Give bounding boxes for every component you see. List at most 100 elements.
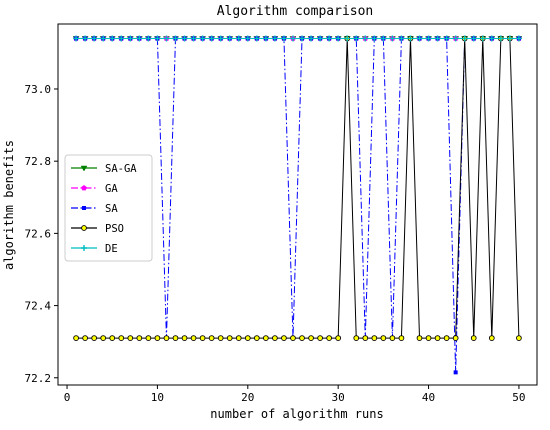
data-point-pso	[470, 335, 477, 341]
data-point-pso	[118, 335, 125, 341]
data-point-de	[497, 35, 504, 42]
data-point-de	[425, 35, 432, 42]
data-point-de	[280, 35, 287, 42]
data-point-de	[127, 35, 134, 42]
data-point-pso	[82, 335, 88, 341]
data-point-de	[443, 35, 450, 42]
x-tick-label: 40	[422, 391, 435, 404]
data-point-de	[389, 35, 396, 42]
data-point-pso	[208, 335, 215, 341]
data-point-pso	[326, 335, 332, 341]
series-pso	[73, 35, 522, 341]
data-point-pso	[190, 335, 197, 341]
data-point-pso	[425, 335, 432, 341]
data-point-pso	[434, 335, 441, 341]
data-point-de	[262, 35, 269, 42]
data-point-pso	[73, 335, 79, 341]
legend: SA-GA GA SA PSO DE	[64, 154, 153, 262]
data-point-pso	[127, 335, 134, 341]
data-point-de	[163, 35, 170, 42]
data-point-de	[380, 35, 387, 42]
data-point-de	[109, 35, 116, 42]
x-tick-label: 10	[151, 391, 164, 404]
legend-box	[64, 154, 153, 262]
data-point-pso	[389, 335, 396, 341]
data-point-pso	[109, 335, 116, 341]
data-point-sa	[453, 370, 458, 375]
data-point-pso	[452, 335, 459, 341]
data-point-pso	[100, 335, 107, 341]
y-tick-label: 72.2	[25, 372, 52, 385]
data-point-de	[190, 35, 197, 42]
data-point-pso	[163, 335, 170, 341]
data-point-de	[506, 35, 513, 42]
data-point-de	[199, 35, 206, 42]
data-point-pso	[308, 335, 314, 341]
legend-marker-sa	[82, 206, 86, 210]
data-point-de	[515, 35, 522, 42]
data-point-pso	[226, 335, 233, 341]
data-point-de	[73, 35, 80, 42]
data-point-de	[82, 35, 89, 42]
data-point-pso	[371, 335, 378, 341]
data-point-pso	[516, 335, 522, 341]
data-point-de	[398, 35, 405, 42]
data-point-de	[434, 35, 441, 42]
data-point-de	[208, 35, 215, 42]
data-point-de	[136, 35, 143, 42]
data-point-de	[362, 35, 369, 42]
data-point-pso	[443, 335, 450, 341]
data-point-pso	[488, 335, 495, 341]
data-point-pso	[244, 335, 251, 341]
data-point-pso	[154, 335, 161, 341]
data-point-de	[335, 35, 342, 42]
legend-marker-pso	[81, 225, 87, 231]
data-point-pso	[235, 335, 242, 341]
data-point-de	[154, 35, 161, 42]
x-axis-title: number of algorithm runs	[210, 407, 383, 421]
data-point-de	[461, 35, 468, 42]
data-point-pso	[290, 335, 296, 341]
x-tick-label: 0	[64, 391, 71, 404]
data-point-de	[299, 35, 306, 42]
data-point-de	[226, 35, 233, 42]
data-point-de	[217, 35, 224, 42]
y-tick-label: 72.8	[25, 155, 52, 168]
y-tick-label: 73.0	[25, 83, 52, 96]
legend-marker-de	[81, 245, 87, 251]
plot-frame	[57, 23, 538, 386]
data-point-pso	[145, 335, 152, 341]
x-tick-label: 50	[512, 391, 525, 404]
data-point-de	[145, 35, 152, 42]
data-point-pso	[181, 335, 188, 341]
legend-label: SA	[105, 203, 118, 215]
x-tick-label: 20	[241, 391, 254, 404]
data-point-pso	[416, 335, 423, 341]
data-point-de	[271, 35, 278, 42]
data-point-pso	[217, 335, 224, 341]
data-point-pso	[317, 335, 323, 341]
legend-label: DE	[105, 243, 118, 255]
data-point-de	[479, 35, 486, 42]
data-point-de	[172, 35, 179, 42]
data-point-de	[181, 35, 188, 42]
axis-ticks-group: 0 10 20 30 40 50 72.2 72.4 72.6 72.8 73.0	[25, 83, 526, 404]
data-point-de	[235, 35, 242, 42]
legend-marker-ga	[81, 185, 87, 191]
legend-marker-sa-ga	[80, 165, 88, 172]
data-point-de	[371, 35, 378, 42]
data-point-pso	[299, 335, 305, 341]
series-de	[73, 35, 522, 42]
data-point-pso	[91, 335, 98, 341]
series-group	[72, 35, 523, 375]
data-point-pso	[380, 335, 387, 341]
data-point-de	[353, 35, 360, 42]
data-point-de	[100, 35, 107, 42]
data-point-pso	[281, 335, 287, 341]
data-point-de	[326, 35, 333, 42]
data-point-de	[470, 35, 477, 42]
legend-label: PSO	[105, 223, 124, 235]
data-point-pso	[353, 335, 360, 341]
y-axis-title: algorithm benefits	[2, 140, 16, 270]
data-point-pso	[272, 335, 278, 341]
